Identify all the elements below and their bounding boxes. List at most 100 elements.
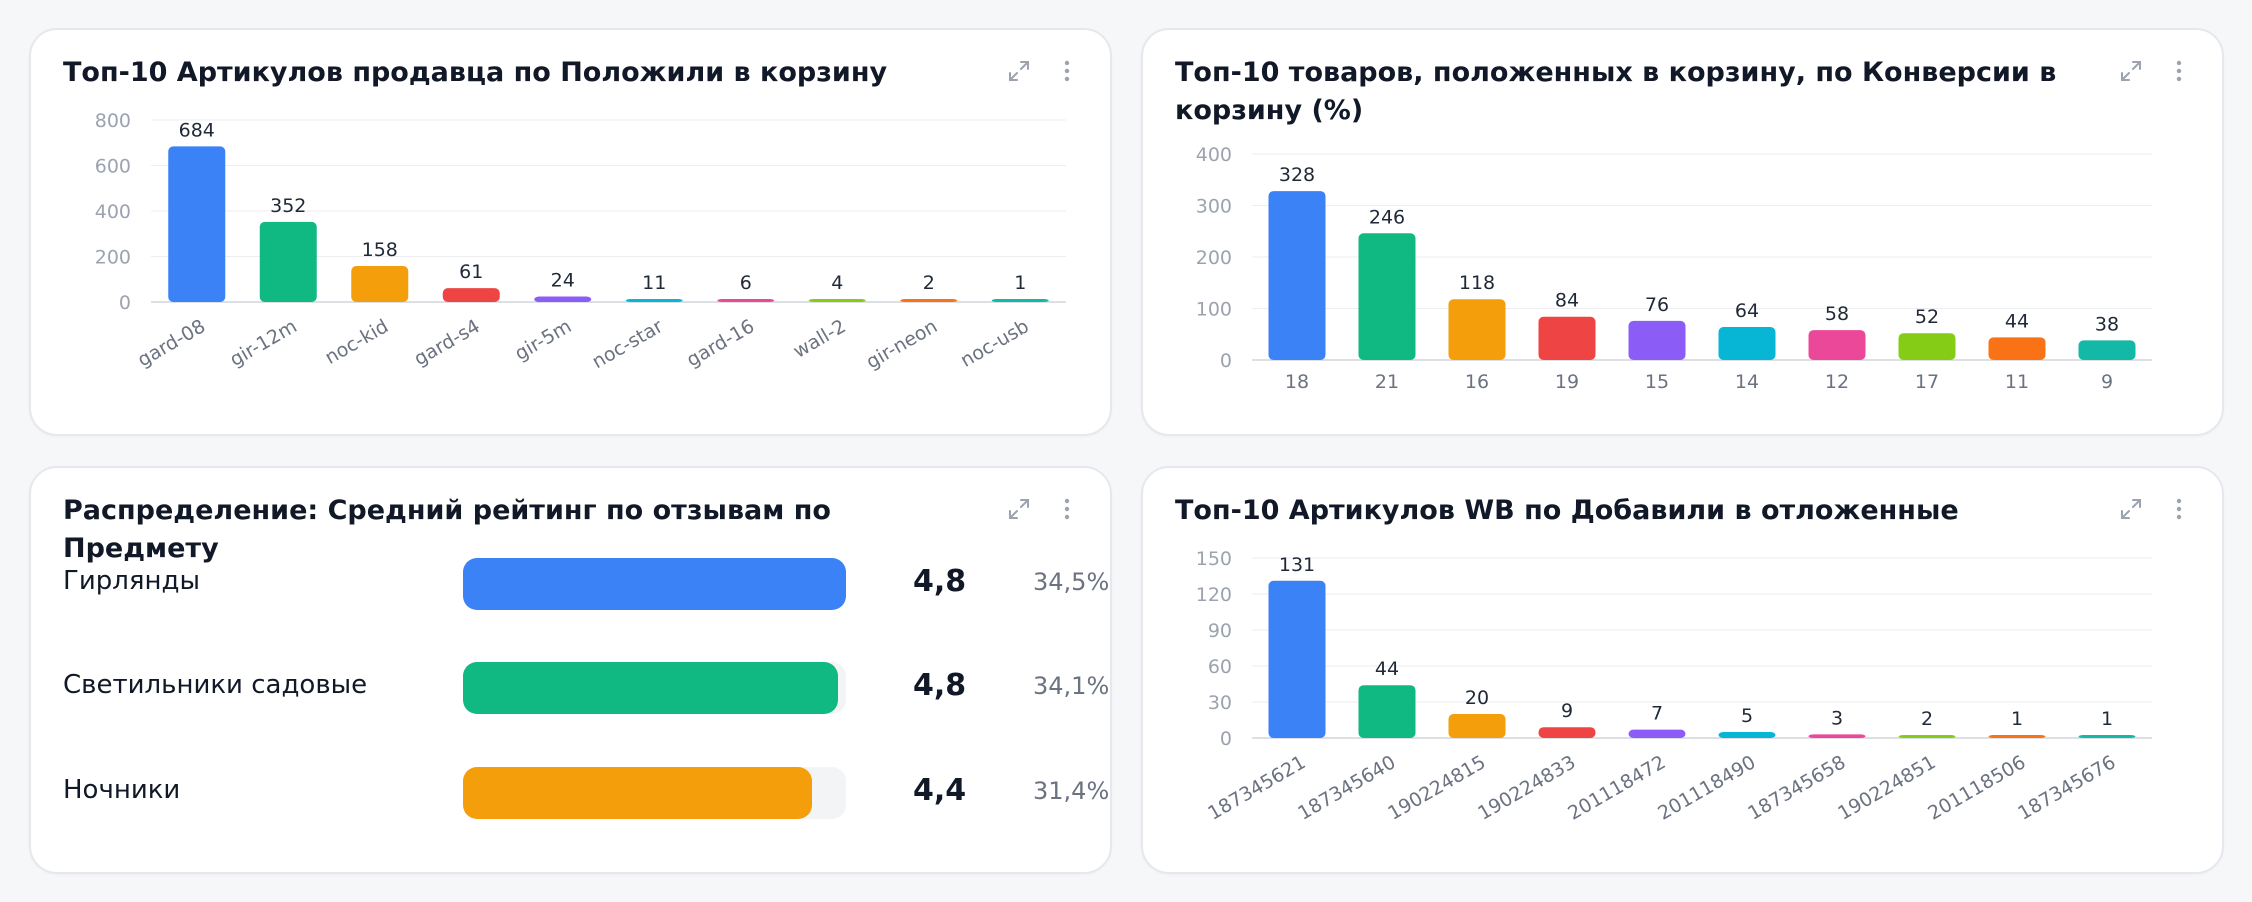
distribution-share: 31,4% [1033,777,1110,805]
distribution-row: Светильники садовые 4,8 34,1% [63,662,1109,716]
y-tick-label: 100 [1196,299,1232,321]
bar [1898,735,1956,738]
expand-icon[interactable] [2118,496,2144,522]
bar [1538,316,1596,360]
bar [2078,340,2136,360]
bar [1628,729,1686,738]
x-tick-label: 187345658 [1744,751,1849,824]
bar-value-label: 58 [1825,303,1849,325]
x-tick-label: 187345640 [1294,751,1399,824]
x-tick-label: 19 [1555,371,1579,393]
x-tick-label: gir-neon [863,315,942,373]
bar-value-label: 5 [1741,705,1753,727]
y-tick-label: 0 [1220,350,1232,372]
distribution-card-rating: Распределение: Средний рейтинг по отзыва… [29,466,1112,874]
y-tick-label: 120 [1196,584,1232,606]
x-tick-label: gard-s4 [410,315,483,370]
x-tick-label: 21 [1375,371,1399,393]
distribution-value: 4,8 [913,668,967,703]
distribution-share: 34,5% [1033,568,1110,596]
bar-value-label: 2 [923,272,935,294]
more-vertical-icon[interactable] [1054,58,1080,84]
bar-value-label: 24 [551,270,575,292]
bar [1448,714,1506,738]
bar-value-label: 76 [1645,294,1669,316]
x-tick-label: 17 [1915,371,1939,393]
expand-icon[interactable] [1006,58,1032,84]
y-tick-label: 300 [1196,196,1232,218]
x-tick-label: wall-2 [790,315,850,362]
distribution-track [463,558,846,610]
bar-value-label: 44 [1375,658,1399,680]
bar [1988,735,2046,738]
bar [1988,337,2046,360]
bar-value-label: 4 [831,272,843,294]
bar-value-label: 52 [1915,306,1939,328]
bar [991,299,1049,302]
card-title: Распределение: Средний рейтинг по отзыва… [63,495,831,564]
x-tick-label: noc-star [588,315,667,373]
y-tick-label: 90 [1208,620,1232,642]
more-vertical-icon[interactable] [2166,496,2192,522]
bar-value-label: 61 [459,261,483,283]
bar [808,299,866,302]
bar [1808,734,1866,738]
x-tick-label: 14 [1735,371,1759,393]
x-tick-label: 9 [2101,371,2113,393]
x-tick-label: 201118490 [1654,751,1759,824]
distribution-label: Ночники [63,775,181,805]
x-tick-label: gard-16 [683,315,758,371]
expand-icon[interactable] [2118,58,2144,84]
bar-value-label: 9 [1561,700,1573,722]
y-tick-label: 400 [1196,144,1232,166]
bar [1268,580,1326,738]
x-tick-label: 11 [2005,371,2029,393]
bar [168,146,226,302]
bar-value-label: 118 [1459,272,1495,294]
bar-value-label: 2 [1921,708,1933,730]
bar-value-label: 3 [1831,707,1843,729]
y-tick-label: 200 [95,247,131,269]
x-tick-label: 190224815 [1384,751,1489,824]
bar-value-label: 44 [2005,310,2029,332]
y-tick-label: 400 [95,201,131,223]
distribution-value: 4,8 [913,564,967,599]
more-vertical-icon[interactable] [1054,496,1080,522]
distribution-value: 4,4 [913,773,967,808]
card-title: Топ-10 товаров, положенных в корзину, по… [1175,57,2057,126]
x-tick-label: 18 [1285,371,1309,393]
bar-value-label: 6 [740,272,752,294]
x-tick-label: 190224851 [1834,751,1939,824]
bar [1538,727,1596,738]
x-tick-label: 201118472 [1564,751,1669,824]
y-tick-label: 200 [1196,247,1232,269]
y-tick-label: 0 [1220,728,1232,750]
x-tick-label: noc-usb [957,315,1033,372]
bar [1628,320,1686,360]
distribution-bar [463,767,812,819]
y-tick-label: 800 [95,110,131,132]
distribution-track [463,662,846,714]
bar-value-label: 131 [1279,554,1315,576]
more-vertical-icon[interactable] [2166,58,2192,84]
x-tick-label: 15 [1645,371,1669,393]
x-tick-label: 16 [1465,371,1489,393]
x-tick-label: 187345621 [1204,751,1309,824]
chart-card-seller-articles-cart: Топ-10 Артикулов продавца по Положили в … [29,28,1112,436]
bar [1268,191,1326,360]
x-tick-label: 190224833 [1474,751,1579,824]
bar [1358,685,1416,738]
bar-chart: 0 200 400 600 800 684 gard-08 352 gir-12m 158 noc-… [95,110,1066,373]
x-tick-label: gir-5m [511,315,575,365]
bar-value-label: 246 [1369,206,1405,228]
bar-value-label: 1 [1014,272,1026,294]
distribution-share: 34,1% [1033,672,1110,700]
y-tick-label: 0 [119,292,131,314]
bar [900,299,958,302]
expand-icon[interactable] [1006,496,1032,522]
bar [1808,330,1866,360]
distribution-label: Гирлянды [63,566,201,596]
distribution-bar [463,558,846,610]
bar [1718,327,1776,360]
bar-value-label: 20 [1465,687,1489,709]
